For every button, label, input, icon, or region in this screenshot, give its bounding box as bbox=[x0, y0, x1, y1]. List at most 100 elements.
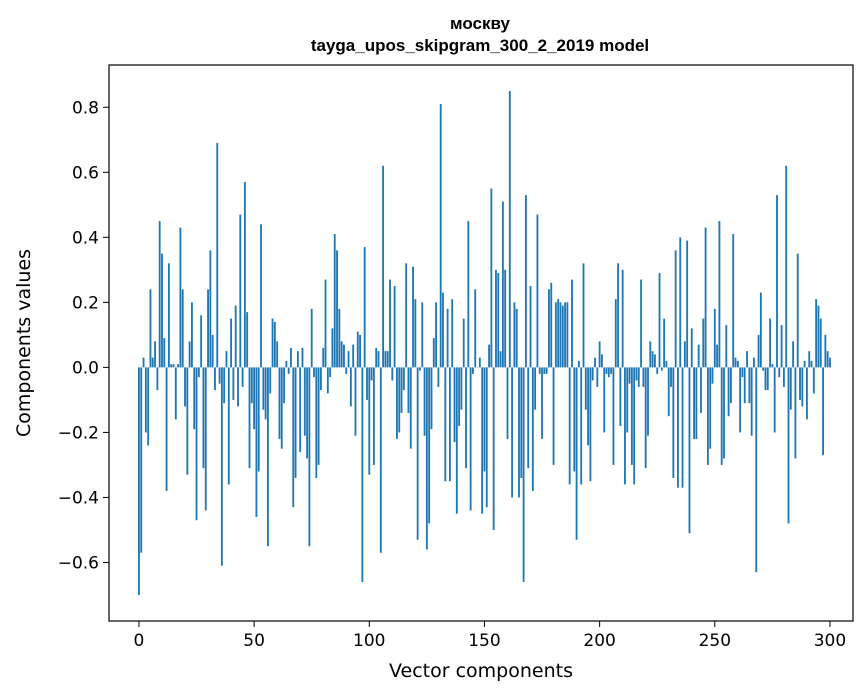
bar-component-227 bbox=[660, 367, 663, 371]
bar-component-60 bbox=[276, 341, 279, 368]
bar-component-38 bbox=[225, 351, 228, 368]
bar-component-61 bbox=[278, 367, 281, 439]
bar-component-238 bbox=[686, 240, 689, 368]
bar-component-205 bbox=[610, 367, 613, 374]
bar-component-255 bbox=[725, 325, 728, 368]
bar-component-283 bbox=[789, 367, 792, 410]
bar-component-164 bbox=[515, 308, 518, 368]
bar-component-5 bbox=[149, 289, 152, 368]
bar-component-16 bbox=[174, 367, 177, 420]
bar-component-30 bbox=[207, 289, 209, 368]
bar-component-260 bbox=[736, 360, 739, 368]
bar-component-41 bbox=[232, 367, 235, 400]
y-tick-label: −0.2 bbox=[58, 423, 99, 443]
bar-component-29 bbox=[204, 367, 207, 511]
bar-component-286 bbox=[796, 253, 799, 368]
bar-component-241 bbox=[693, 367, 695, 439]
bar-component-80 bbox=[322, 347, 325, 368]
bar-component-259 bbox=[734, 357, 737, 368]
bar-component-170 bbox=[529, 286, 532, 368]
bar-component-49 bbox=[250, 367, 253, 404]
bar-component-94 bbox=[354, 367, 357, 436]
bar-component-276 bbox=[773, 367, 776, 433]
y-tick-label: 0.0 bbox=[72, 358, 99, 378]
bar-component-91 bbox=[347, 351, 350, 368]
bar-component-114 bbox=[400, 367, 403, 413]
y-axis-ticks: −0.6 −0.4 −0.2 0.0 0.2 0.4 0.6 0.8 bbox=[58, 98, 109, 573]
bar-component-148 bbox=[478, 357, 481, 368]
bar-component-240 bbox=[690, 328, 693, 368]
bar-component-82 bbox=[326, 367, 329, 394]
x-tick-label: 100 bbox=[353, 631, 385, 651]
bar-component-214 bbox=[630, 367, 633, 465]
x-tick-label: 50 bbox=[243, 631, 265, 651]
bar-component-142 bbox=[465, 367, 467, 469]
x-tick-label: 250 bbox=[699, 631, 731, 651]
bar-component-216 bbox=[635, 367, 638, 381]
bar-component-39 bbox=[227, 367, 230, 485]
bar-component-171 bbox=[531, 367, 534, 491]
bar-component-137 bbox=[453, 367, 456, 443]
bar-component-300 bbox=[829, 357, 831, 368]
bar-component-35 bbox=[218, 367, 221, 384]
bar-component-154 bbox=[492, 367, 495, 530]
bar-component-220 bbox=[644, 367, 647, 469]
bar-component-265 bbox=[748, 367, 751, 404]
bar-component-192 bbox=[580, 367, 583, 485]
bar-component-52 bbox=[257, 367, 260, 472]
bar-component-144 bbox=[469, 367, 472, 511]
bar-component-78 bbox=[317, 367, 320, 465]
bar-component-132 bbox=[442, 292, 444, 368]
bar-component-173 bbox=[536, 214, 539, 368]
bar-component-79 bbox=[319, 367, 322, 391]
bar-component-228 bbox=[663, 318, 666, 368]
plot-frame bbox=[108, 64, 854, 622]
bar-component-66 bbox=[290, 347, 292, 368]
bar-component-58 bbox=[271, 318, 274, 368]
bar-component-235 bbox=[679, 237, 682, 368]
bar-component-117 bbox=[407, 367, 410, 413]
x-tick-label: 300 bbox=[814, 631, 846, 651]
bar-component-163 bbox=[513, 302, 516, 368]
bar-component-75 bbox=[310, 308, 313, 368]
bar-component-274 bbox=[769, 318, 771, 368]
bar-component-45 bbox=[241, 367, 244, 387]
bar-component-186 bbox=[566, 302, 569, 368]
bar-component-248 bbox=[709, 367, 712, 449]
y-tick-label: 0.8 bbox=[72, 98, 99, 118]
bar-component-86 bbox=[336, 250, 338, 368]
bar-component-193 bbox=[582, 263, 585, 368]
bar-component-197 bbox=[591, 367, 594, 381]
chart-title-line2: tayga_upos_skipgram_300_2_2019 model bbox=[311, 36, 649, 55]
bar-component-237 bbox=[683, 341, 686, 368]
bar-component-101 bbox=[370, 367, 373, 381]
bar-component-81 bbox=[324, 279, 327, 368]
bar-component-181 bbox=[554, 302, 557, 368]
bar-component-294 bbox=[815, 299, 818, 368]
bar-component-53 bbox=[260, 224, 262, 368]
bar-component-167 bbox=[522, 367, 525, 582]
bar-component-18 bbox=[179, 227, 182, 368]
x-tick-label: 0 bbox=[134, 631, 145, 651]
bar-component-209 bbox=[619, 367, 622, 426]
bar-component-242 bbox=[695, 367, 698, 439]
bar-component-69 bbox=[296, 351, 299, 368]
bar-component-12 bbox=[165, 367, 168, 491]
bar-component-202 bbox=[603, 367, 606, 433]
bar-component-10 bbox=[161, 253, 163, 368]
bar-component-195 bbox=[587, 367, 590, 446]
bar-component-111 bbox=[393, 286, 396, 368]
y-axis-label: Components values bbox=[13, 249, 35, 437]
bar-component-34 bbox=[216, 143, 219, 368]
bar-component-128 bbox=[432, 338, 435, 368]
bar-component-146 bbox=[474, 289, 477, 368]
bar-component-262 bbox=[741, 367, 744, 378]
bar-component-182 bbox=[557, 299, 560, 368]
bar-component-176 bbox=[543, 367, 546, 374]
bar-component-127 bbox=[430, 367, 433, 430]
bar-component-149 bbox=[481, 367, 484, 514]
bar-component-185 bbox=[564, 302, 566, 368]
bar-component-123 bbox=[421, 302, 424, 368]
bar-component-73 bbox=[306, 367, 309, 459]
bar-component-4 bbox=[147, 367, 150, 446]
